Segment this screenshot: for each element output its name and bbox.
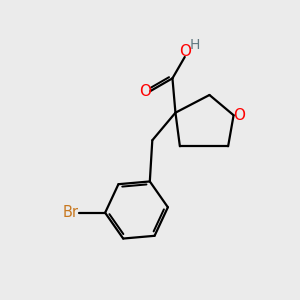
Text: O: O [233, 108, 245, 123]
Text: H: H [189, 38, 200, 52]
Text: O: O [139, 84, 151, 99]
Text: Br: Br [62, 205, 78, 220]
Text: O: O [179, 44, 191, 59]
